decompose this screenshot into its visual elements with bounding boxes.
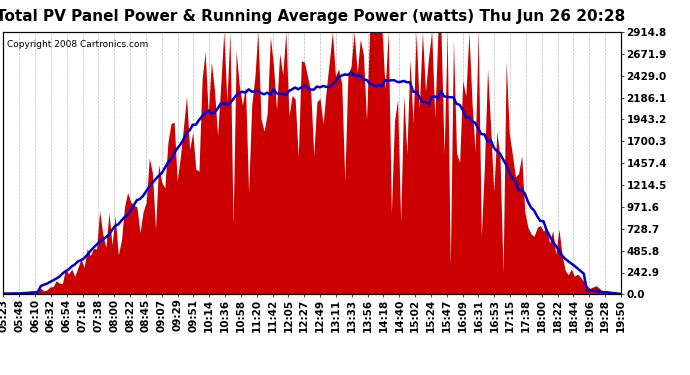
Text: Total PV Panel Power & Running Average Power (watts) Thu Jun 26 20:28: Total PV Panel Power & Running Average P… xyxy=(0,9,625,24)
Text: Copyright 2008 Cartronics.com: Copyright 2008 Cartronics.com xyxy=(6,40,148,49)
